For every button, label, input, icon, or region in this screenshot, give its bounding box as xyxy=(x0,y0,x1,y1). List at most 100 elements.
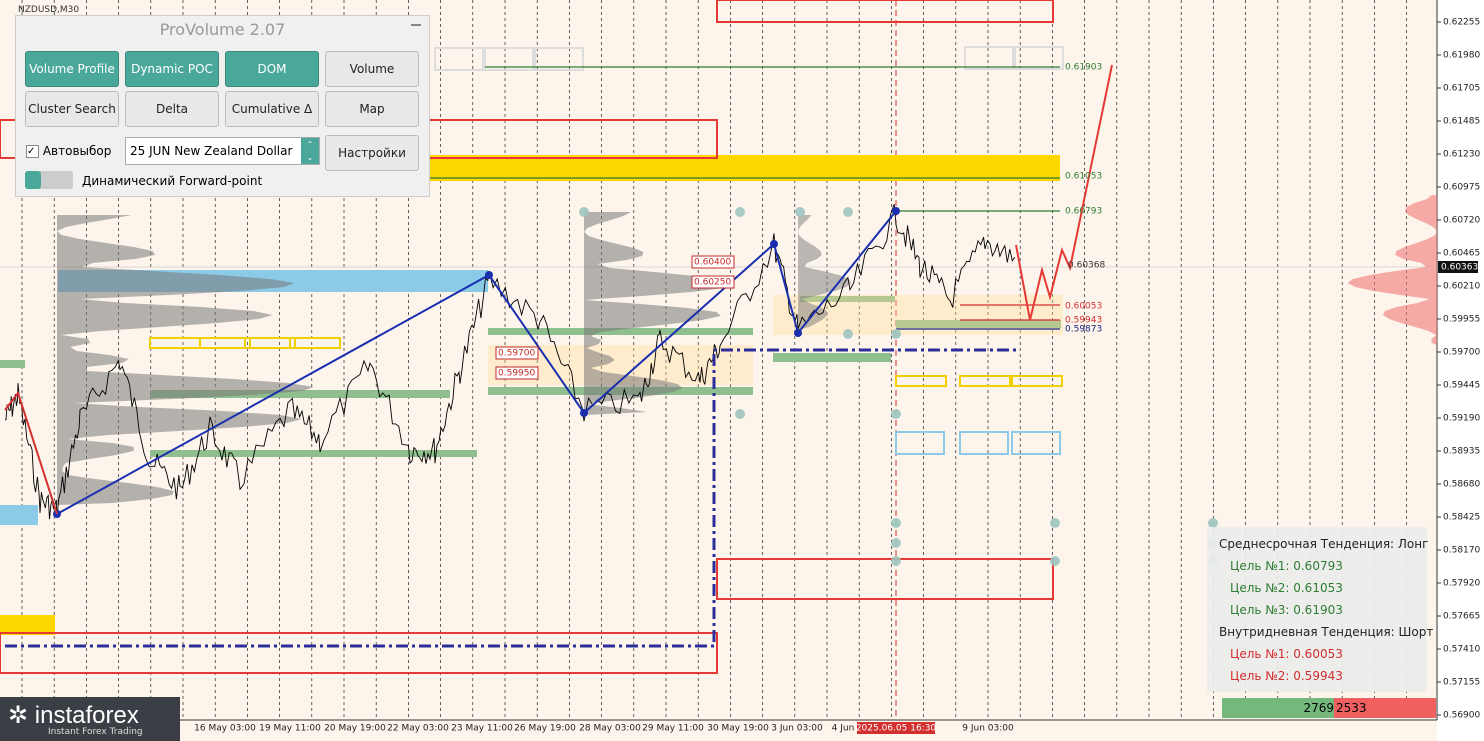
price-label: 0.60975 xyxy=(1443,183,1480,193)
price-label: 0.57155 xyxy=(1443,678,1480,688)
panel-button[interactable]: Volume Profile xyxy=(25,51,119,87)
settings-button[interactable]: Настройки xyxy=(325,135,419,171)
panel-button[interactable]: DOM xyxy=(225,51,319,87)
level-label-box xyxy=(691,275,735,289)
red-box xyxy=(716,0,1054,23)
auto-select-label: Автовыбор xyxy=(42,144,112,158)
red-box xyxy=(0,632,718,674)
volume-profile xyxy=(584,212,735,415)
time-label: 16 May 03:00 xyxy=(194,724,256,734)
level-box xyxy=(1011,431,1061,455)
price-label: 0.61705 xyxy=(1443,84,1480,94)
price-label: 0.59955 xyxy=(1443,315,1480,325)
level-box xyxy=(895,375,947,387)
panel-button[interactable]: Map xyxy=(325,91,419,127)
time-label: 23 May 11:00 xyxy=(451,724,513,734)
price-label: 0.57665 xyxy=(1443,612,1480,622)
level-label: 0.60400 xyxy=(694,258,731,268)
volume-profile xyxy=(1347,195,1437,345)
panel-button[interactable]: Cumulative Δ xyxy=(225,91,319,127)
level-label: 0.61903 xyxy=(1065,63,1102,73)
volume-profile xyxy=(798,215,852,330)
volume-zone xyxy=(150,450,477,457)
volume-zone xyxy=(896,320,1061,328)
level-box xyxy=(1011,375,1063,387)
time-label: 30 May 19:00 xyxy=(707,724,769,734)
wave-point xyxy=(892,207,900,215)
level-label: 0.60368 xyxy=(1068,261,1105,271)
time-label: 19 May 11:00 xyxy=(259,724,321,734)
price-label: 0.58680 xyxy=(1443,480,1480,490)
fib-point xyxy=(795,207,805,217)
level-box xyxy=(959,431,1009,455)
level-box xyxy=(534,47,584,71)
zone xyxy=(0,615,55,635)
button-label: Dynamic POC xyxy=(131,62,213,76)
volume-bar: 2769 2533 xyxy=(1222,698,1436,718)
level-box xyxy=(895,431,945,455)
panel-title: ProVolume 2.07 xyxy=(159,20,286,39)
intraday-target: Цель №2: 0.59943 xyxy=(1230,669,1343,683)
price-label: 0.61980 xyxy=(1443,51,1480,61)
fib-point xyxy=(1208,518,1218,528)
intraday-target: Цель №1: 0.60053 xyxy=(1230,647,1343,661)
button-label: Cluster Search xyxy=(28,102,116,116)
forecast-line xyxy=(1015,64,1113,321)
level-box xyxy=(434,47,484,71)
panel-button[interactable]: Dynamic POC xyxy=(125,51,219,87)
minimize[interactable] xyxy=(411,24,421,26)
zone xyxy=(0,505,38,525)
symbol: NZDUSD,M30 xyxy=(18,5,80,15)
forward-toggle[interactable] xyxy=(25,171,73,189)
contract-select[interactable]: 25 JUN New Zealand Dollar ⌃ ⌄ xyxy=(125,137,320,165)
wave-point xyxy=(580,409,588,417)
fib-point xyxy=(843,207,853,217)
current-price-bg xyxy=(1438,261,1478,273)
fib-point xyxy=(735,409,745,419)
wave-point xyxy=(794,329,802,337)
time-label: 3 Jun 03:00 xyxy=(771,724,823,734)
intraday-trend: Внутридневная Тенденция: Шорт xyxy=(1219,625,1434,639)
panel-button[interactable]: Volume xyxy=(325,51,419,87)
volume-zone xyxy=(488,328,753,335)
button-label: Volume xyxy=(349,62,395,76)
sell-volume: 2533 xyxy=(1334,698,1436,718)
forward-label: Динамический Forward-point xyxy=(82,174,263,188)
wave-line xyxy=(56,210,897,515)
volume-zone xyxy=(0,360,25,368)
level-label-box xyxy=(691,255,735,269)
level-box xyxy=(959,375,1011,387)
fib-point xyxy=(843,329,853,339)
volume-zone xyxy=(150,390,450,398)
level-label: 0.59950 xyxy=(498,369,535,379)
auto-select[interactable]: ✓ Автовыбор xyxy=(26,144,112,158)
panel-button[interactable]: Cluster Search xyxy=(25,91,119,127)
level-label: 0.60793 xyxy=(1065,207,1102,217)
fib-point xyxy=(891,538,901,548)
time-label: 22 May 03:00 xyxy=(387,724,449,734)
level-box xyxy=(1014,46,1064,70)
time-label: 29 May 11:00 xyxy=(642,724,704,734)
time-label: 28 May 03:00 xyxy=(579,724,641,734)
price-line xyxy=(5,203,1016,520)
panel-button[interactable]: Delta xyxy=(125,91,219,127)
provolume-panel: ProVolume 2.07 Volume Profile Dynamic POC… xyxy=(15,15,430,197)
fib-point xyxy=(1050,556,1060,566)
price-label: 0.58935 xyxy=(1443,447,1480,457)
buy-volume: 2769 xyxy=(1222,698,1334,718)
level-label: 0.59943 xyxy=(1065,316,1102,326)
fib-point xyxy=(1050,518,1060,528)
price-label: 0.60210 xyxy=(1443,282,1480,292)
wave-point xyxy=(485,271,493,279)
level-label: 0.60053 xyxy=(1065,302,1102,312)
button-label: DOM xyxy=(257,62,287,76)
level-box xyxy=(484,47,534,71)
trend-info: Среднесрочная Тенденция: Лонг Цель №1: 0.… xyxy=(1207,527,1433,692)
level-box xyxy=(244,337,296,349)
volume-zone xyxy=(800,296,895,302)
price-label: 0.60720 xyxy=(1443,216,1480,226)
price-label: 0.56900 xyxy=(1443,711,1480,721)
cursor-time-bg xyxy=(857,722,935,734)
